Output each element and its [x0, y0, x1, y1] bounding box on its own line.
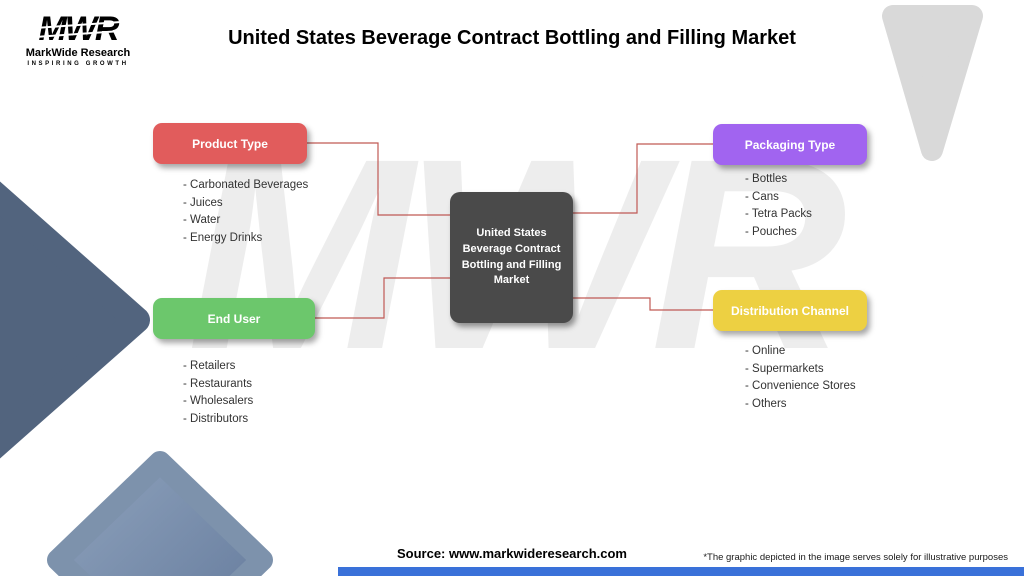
segment-box-packaging-type: Packaging Type: [713, 124, 867, 165]
bottom-accent-bar: [338, 567, 1024, 576]
end-user-list: - Retailers - Restaurants - Wholesalers …: [183, 358, 253, 428]
list-item: - Water: [183, 214, 221, 226]
logo-monogram: MWR: [22, 12, 134, 46]
list-item: - Tetra Packs: [745, 208, 812, 220]
logo-tagline: INSPIRING GROWTH: [27, 61, 129, 67]
segment-label: Product Type: [192, 136, 268, 151]
logo-monogram-text: MWR: [38, 10, 120, 48]
list-item: - Others: [745, 397, 787, 410]
segment-box-product-type: Product Type: [153, 123, 307, 164]
list-item: - Supermarkets: [745, 362, 824, 375]
source-text: Source: www.markwideresearch.com: [396, 546, 627, 561]
decorative-diamond-left: [0, 181, 150, 459]
product-type-list: - Carbonated Beverages - Juices - Water …: [183, 177, 308, 247]
list-item: - Wholesalers: [183, 395, 254, 407]
list-item: - Online: [745, 345, 786, 357]
list-item: - Juices: [183, 196, 223, 209]
segment-label: Packaging Type: [744, 137, 836, 152]
connector-end-user: [315, 277, 450, 319]
list-item: - Carbonated Beverages: [183, 179, 309, 191]
list-item: - Convenience Stores: [745, 380, 856, 392]
logo-name: MarkWide Research: [25, 47, 131, 59]
list-item: - Energy Drinks: [183, 231, 263, 244]
page-title: United States Beverage Contract Bottling…: [228, 27, 796, 49]
center-node-label: United States Beverage Contract Bottling…: [461, 226, 562, 287]
connector-packaging-type: [573, 143, 713, 214]
connector-product-type: [307, 142, 450, 216]
decorative-triangle-top-right: [882, 5, 983, 161]
list-item: - Cans: [745, 190, 779, 203]
packaging-type-list: - Bottles - Cans - Tetra Packs - Pouches: [745, 171, 812, 241]
list-item: - Pouches: [745, 225, 797, 238]
disclaimer-text: *The graphic depicted in the image serve…: [703, 552, 1008, 563]
segment-box-end-user: End User: [153, 298, 315, 339]
segment-label: Distribution Channel: [731, 303, 849, 318]
list-item: - Retailers: [183, 360, 236, 372]
logo: MWR MarkWide Research INSPIRING GROWTH: [22, 12, 134, 67]
connector-distribution-channel: [573, 297, 713, 311]
list-item: - Distributors: [183, 412, 249, 425]
center-node: United States Beverage Contract Bottling…: [450, 192, 573, 323]
list-item: - Restaurants: [183, 377, 253, 390]
list-item: - Bottles: [745, 173, 788, 185]
distribution-channel-list: - Online - Supermarkets - Convenience St…: [745, 343, 856, 413]
segment-box-distribution-channel: Distribution Channel: [713, 290, 867, 331]
segment-label: End User: [207, 311, 261, 326]
